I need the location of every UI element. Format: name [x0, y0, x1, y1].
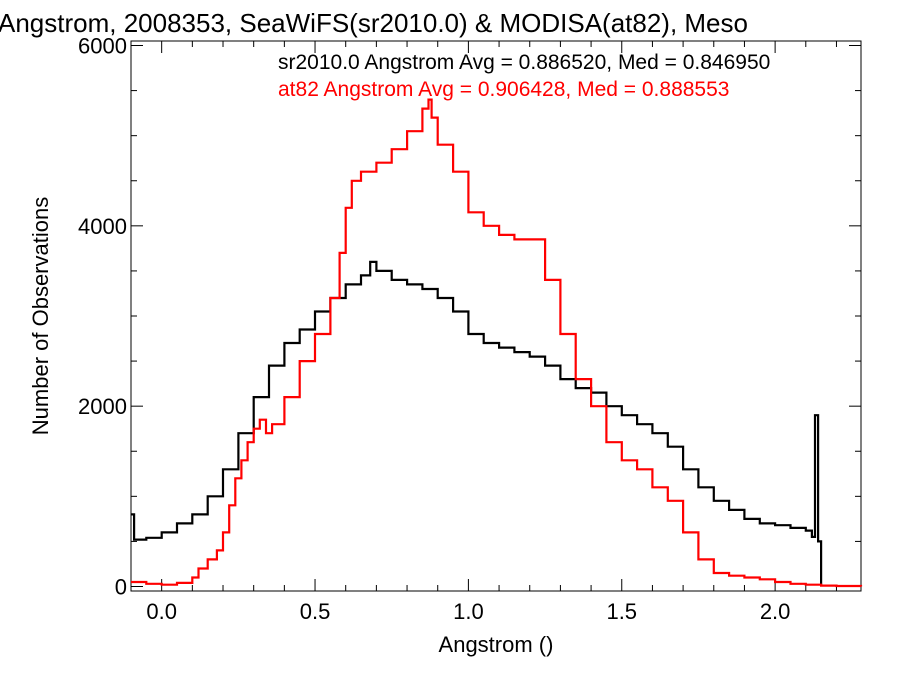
x-axis-ticks	[161, 41, 837, 591]
y-tick-label: 2000	[78, 394, 127, 419]
x-tick-label: 0.5	[300, 599, 331, 624]
x-axis-label: Angstrom ()	[439, 632, 554, 657]
plot-frame	[130, 40, 862, 592]
chart-title: Angstrom, 2008353, SeaWiFS(sr2010.0) & M…	[0, 8, 748, 38]
x-tick-label: 2.0	[760, 599, 791, 624]
x-tick-label: 0.0	[146, 599, 177, 624]
legend-entry-at82: at82 Angstrom Avg = 0.906428, Med = 0.88…	[278, 78, 729, 101]
series-sr2010-histogram	[131, 260, 823, 587]
y-tick-label: 0	[115, 574, 127, 599]
x-tick-label: 1.5	[606, 599, 637, 624]
y-axis-ticks	[131, 45, 861, 587]
x-tick-label: 1.0	[453, 599, 484, 624]
y-tick-label: 4000	[78, 214, 127, 239]
y-axis-tick-labels: 0 2000 4000 6000	[78, 34, 127, 600]
y-tick-label: 6000	[78, 34, 127, 59]
legend-entry-sr2010: sr2010.0 Angstrom Avg = 0.886520, Med = …	[278, 51, 770, 74]
y-axis-label: Number of Observations	[28, 197, 53, 435]
series-group	[131, 98, 863, 588]
series-at82-histogram	[131, 98, 863, 588]
x-axis-tick-labels: 0.0 0.5 1.0 1.5 2.0	[146, 599, 790, 624]
